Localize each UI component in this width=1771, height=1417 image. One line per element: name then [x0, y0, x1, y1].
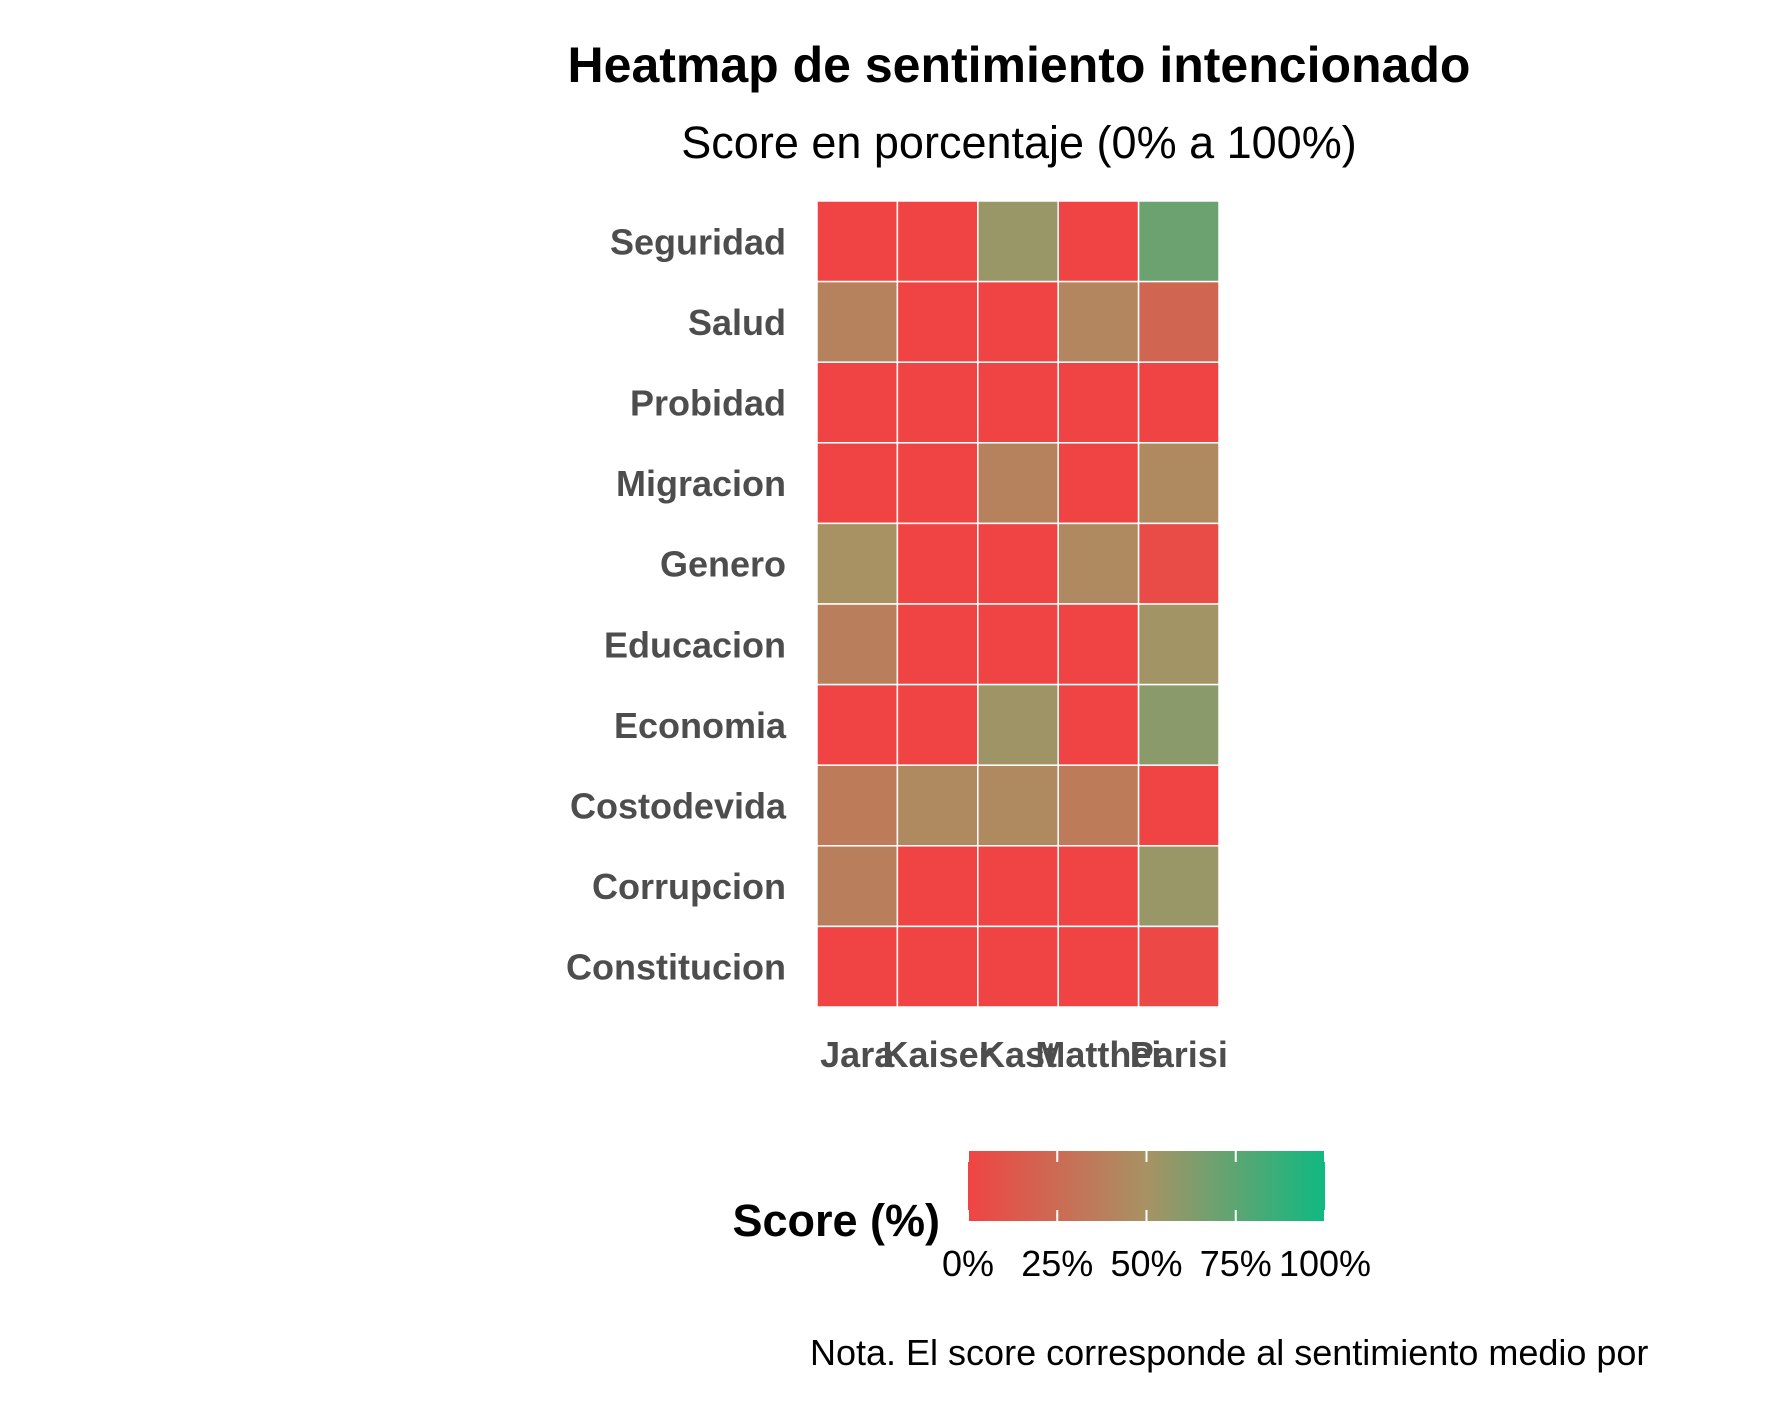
heatmap-cell-salud-kaiser [896, 280, 979, 363]
x-tick-label-kast: Kast [979, 1034, 1057, 1075]
y-tick-label-salud: Salud [688, 302, 786, 343]
y-tick-label-genero: Genero [660, 544, 786, 585]
heatmap-cell-corrupcion-kast [977, 845, 1059, 928]
heatmap-cell-probidad-kaiser [896, 361, 979, 444]
heatmap-cell-migracion-kast [977, 442, 1059, 525]
heatmap-cell-constitucion-kast [977, 925, 1059, 1008]
legend-tick-label: 50% [1110, 1243, 1182, 1284]
legend-colorbar [968, 1151, 1325, 1221]
heatmap-cell-educacion-kast [977, 603, 1059, 686]
heatmap-cell-migracion-jara [816, 442, 899, 525]
heatmap-cell-seguridad-kaiser [896, 200, 979, 283]
heatmap-cell-costodevida-kast [977, 764, 1059, 847]
legend-tick-label: 100% [1279, 1243, 1371, 1284]
heatmap-cell-economia-kast [977, 683, 1059, 766]
heatmap-cell-salud-matthei [1057, 280, 1140, 363]
legend-tick-label: 25% [1021, 1243, 1093, 1284]
heatmap-cell-constitucion-jara [816, 925, 899, 1008]
heatmap-cell-seguridad-kast [977, 200, 1059, 283]
heatmap-cells [816, 200, 1220, 1008]
heatmap-cell-seguridad-parisi [1137, 200, 1220, 283]
heatmap-cell-salud-parisi [1137, 280, 1220, 363]
chart-subtitle: Score en porcentaje (0% a 100%) [681, 117, 1356, 168]
heatmap-cell-educacion-parisi [1137, 603, 1220, 686]
y-tick-label-probidad: Probidad [630, 383, 786, 424]
y-tick-label-costodevida: Costodevida [570, 786, 787, 827]
chart-note: Nota. El score corresponde al sentimient… [810, 1332, 1648, 1373]
heatmap-cell-genero-matthei [1057, 522, 1140, 605]
heatmap-cell-corrupcion-parisi [1137, 845, 1220, 928]
color-legend: Score (%) 0% 25% 50% 75% 100% [732, 1151, 1371, 1284]
heatmap-cell-probidad-kast [977, 361, 1059, 444]
heatmap-cell-migracion-kaiser [896, 442, 979, 525]
chart-title: Heatmap de sentimiento intencionado [568, 37, 1471, 93]
heatmap-cell-educacion-jara [816, 603, 899, 686]
heatmap-cell-corrupcion-matthei [1057, 845, 1140, 928]
y-tick-label-corrupcion: Corrupcion [592, 866, 786, 907]
heatmap-cell-salud-kast [977, 280, 1059, 363]
heatmap-cell-economia-jara [816, 683, 899, 766]
heatmap-cell-educacion-kaiser [896, 603, 979, 686]
heatmap-cell-educacion-matthei [1057, 603, 1140, 686]
heatmap-cell-constitucion-parisi [1137, 925, 1220, 1008]
y-tick-label-constitucion: Constitucion [566, 947, 786, 988]
y-tick-label-educacion: Educacion [604, 624, 786, 665]
x-tick-label-matthei: Matthei [1035, 1034, 1161, 1075]
heatmap-cell-migracion-matthei [1057, 442, 1140, 525]
x-tick-label-jara: Jara [820, 1034, 895, 1075]
y-tick-label-economia: Economia [614, 705, 787, 746]
heatmap-cell-salud-jara [816, 280, 899, 363]
heatmap-cell-genero-parisi [1137, 522, 1220, 605]
heatmap-cell-genero-jara [816, 522, 899, 605]
heatmap-cell-seguridad-matthei [1057, 200, 1140, 283]
legend-tick-label: 0% [942, 1243, 994, 1284]
heatmap-cell-probidad-matthei [1057, 361, 1140, 444]
heatmap-cell-corrupcion-jara [816, 845, 899, 928]
heatmap-cell-costodevida-matthei [1057, 764, 1140, 847]
heatmap-cell-corrupcion-kaiser [896, 845, 979, 928]
legend-tick-label: 75% [1200, 1243, 1272, 1284]
heatmap-cell-costodevida-parisi [1137, 764, 1220, 847]
heatmap-cell-genero-kaiser [896, 522, 979, 605]
y-tick-label-migracion: Migracion [616, 463, 786, 504]
y-tick-label-seguridad: Seguridad [610, 221, 786, 262]
heatmap-cell-genero-kast [977, 522, 1059, 605]
heatmap-cell-probidad-parisi [1137, 361, 1220, 444]
heatmap-cell-costodevida-jara [816, 764, 899, 847]
heatmap-cell-constitucion-kaiser [896, 925, 979, 1008]
y-axis-labels: Seguridad Salud Probidad Migracion Genero Edu… [566, 221, 787, 987]
heatmap-cell-economia-parisi [1137, 683, 1220, 766]
legend-title: Score (%) [732, 1195, 940, 1246]
heatmap-cell-probidad-jara [816, 361, 899, 444]
x-tick-label-parisi: Parisi [1130, 1034, 1228, 1075]
heatmap-cell-seguridad-jara [816, 200, 899, 283]
x-tick-label-kaiser: Kaiser [883, 1034, 993, 1075]
heatmap-cell-migracion-parisi [1137, 442, 1220, 525]
heatmap-cell-constitucion-matthei [1057, 925, 1140, 1008]
legend-ticks: 0% 25% 50% 75% 100% [942, 1151, 1371, 1284]
heatmap-cell-costodevida-kaiser [896, 764, 979, 847]
heatmap-cell-economia-matthei [1057, 683, 1140, 766]
heatmap-cell-economia-kaiser [896, 683, 979, 766]
